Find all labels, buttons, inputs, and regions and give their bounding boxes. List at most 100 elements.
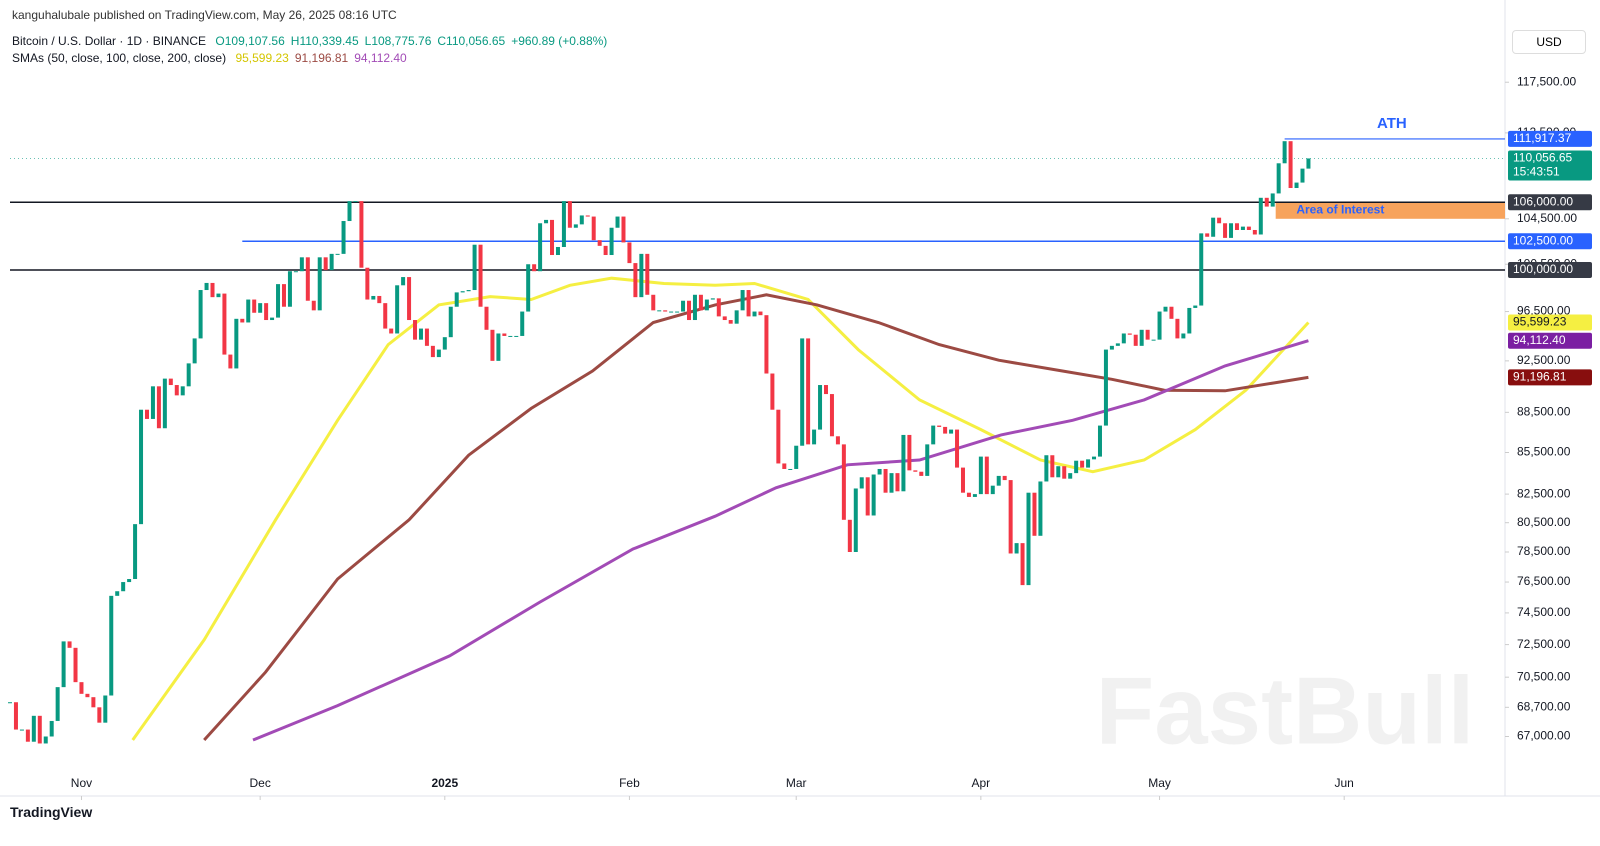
candle: [812, 429, 817, 445]
candle: [579, 215, 584, 225]
ohlc-value: L108,775.76: [364, 34, 432, 48]
candle: [835, 436, 840, 445]
candle: [496, 333, 501, 361]
candle: [97, 707, 102, 723]
candle: [1223, 223, 1228, 238]
candle: [752, 311, 757, 317]
candle: [1062, 466, 1067, 479]
ohlc-value: O109,107.56: [215, 34, 285, 48]
candle: [293, 271, 298, 273]
candle: [353, 201, 358, 203]
candle: [532, 264, 537, 272]
candle: [156, 386, 161, 429]
candle: [186, 363, 191, 387]
candle: [436, 349, 441, 358]
candle: [490, 329, 495, 361]
candle: [1205, 233, 1210, 237]
candle: [61, 641, 66, 688]
candle: [585, 215, 590, 217]
candle: [448, 306, 453, 338]
candle: [460, 291, 465, 293]
y-tick-label: 80,500.00: [1517, 515, 1571, 529]
candle: [168, 378, 173, 386]
candle: [478, 244, 483, 307]
watermark: FastBull: [1096, 657, 1475, 764]
candle: [692, 294, 697, 321]
candle: [210, 282, 215, 298]
candle: [1068, 473, 1073, 479]
candle: [341, 221, 346, 254]
candle: [722, 316, 727, 321]
candle: [913, 470, 918, 472]
countdown: 15:43:51: [1513, 165, 1560, 179]
candle: [389, 328, 394, 334]
candle: [591, 216, 596, 241]
candle: [1080, 460, 1085, 468]
candle: [770, 373, 775, 410]
y-tick-label: 67,000.00: [1517, 729, 1571, 743]
candle: [657, 310, 662, 312]
ohlc-value: +960.89 (+0.88%): [511, 34, 608, 48]
candle: [1092, 456, 1097, 460]
sma-line: [252, 339, 1309, 742]
candle: [1020, 543, 1025, 586]
candle: [555, 246, 560, 256]
candle: [1038, 481, 1043, 536]
candle: [567, 201, 572, 228]
candle: [8, 702, 12, 704]
candle: [990, 485, 995, 495]
candle: [454, 292, 459, 307]
candle: [972, 494, 977, 497]
candle: [234, 318, 239, 369]
candle: [514, 335, 519, 337]
candle: [734, 310, 739, 324]
candle: [704, 299, 709, 311]
candle: [43, 736, 48, 744]
candle: [1026, 492, 1031, 586]
price-badge: [1508, 262, 1592, 279]
price-badge: [1508, 233, 1592, 250]
candle: [1002, 475, 1007, 481]
candle: [335, 253, 340, 255]
candle: [1175, 318, 1180, 339]
candle: [1032, 492, 1037, 536]
y-tick-label: 82,500.00: [1517, 486, 1571, 500]
brand-text: TradingView: [10, 804, 93, 820]
candle: [1014, 543, 1019, 554]
candle: [430, 345, 435, 358]
candle: [1240, 226, 1245, 230]
brand: TradingView: [10, 804, 92, 820]
price-badge-label: 110,056.65: [1513, 151, 1572, 165]
candle: [359, 201, 364, 268]
candle: [544, 219, 549, 224]
candle: [305, 257, 310, 301]
candle: [931, 425, 936, 445]
candle: [1056, 466, 1061, 478]
sma-value: 91,196.81: [294, 51, 349, 65]
candle: [192, 338, 197, 364]
candle: [645, 253, 650, 295]
candle: [1097, 425, 1102, 457]
zone-label: Area of Interest: [1296, 203, 1384, 217]
candle: [1074, 460, 1079, 474]
price-badge-label: 95,599.23: [1513, 315, 1567, 329]
candle: [1258, 197, 1263, 235]
candle: [871, 474, 876, 516]
candle: [949, 429, 954, 434]
candle: [883, 468, 888, 493]
price-badge: [1508, 332, 1592, 349]
candle: [1229, 223, 1234, 238]
candle: [1246, 226, 1251, 230]
price-badge: [1508, 194, 1592, 211]
candle: [299, 257, 304, 272]
candle: [740, 290, 745, 311]
sma-line: [131, 276, 1310, 741]
candle: [91, 697, 96, 708]
indicator-line: SMAs (50, close, 100, close, 200, close)…: [12, 51, 419, 65]
candle: [728, 320, 733, 324]
candle: [1252, 229, 1257, 235]
currency-button[interactable]: USD: [1512, 30, 1586, 54]
y-tick-label: 92,500.00: [1517, 353, 1571, 367]
candle: [1139, 329, 1144, 346]
